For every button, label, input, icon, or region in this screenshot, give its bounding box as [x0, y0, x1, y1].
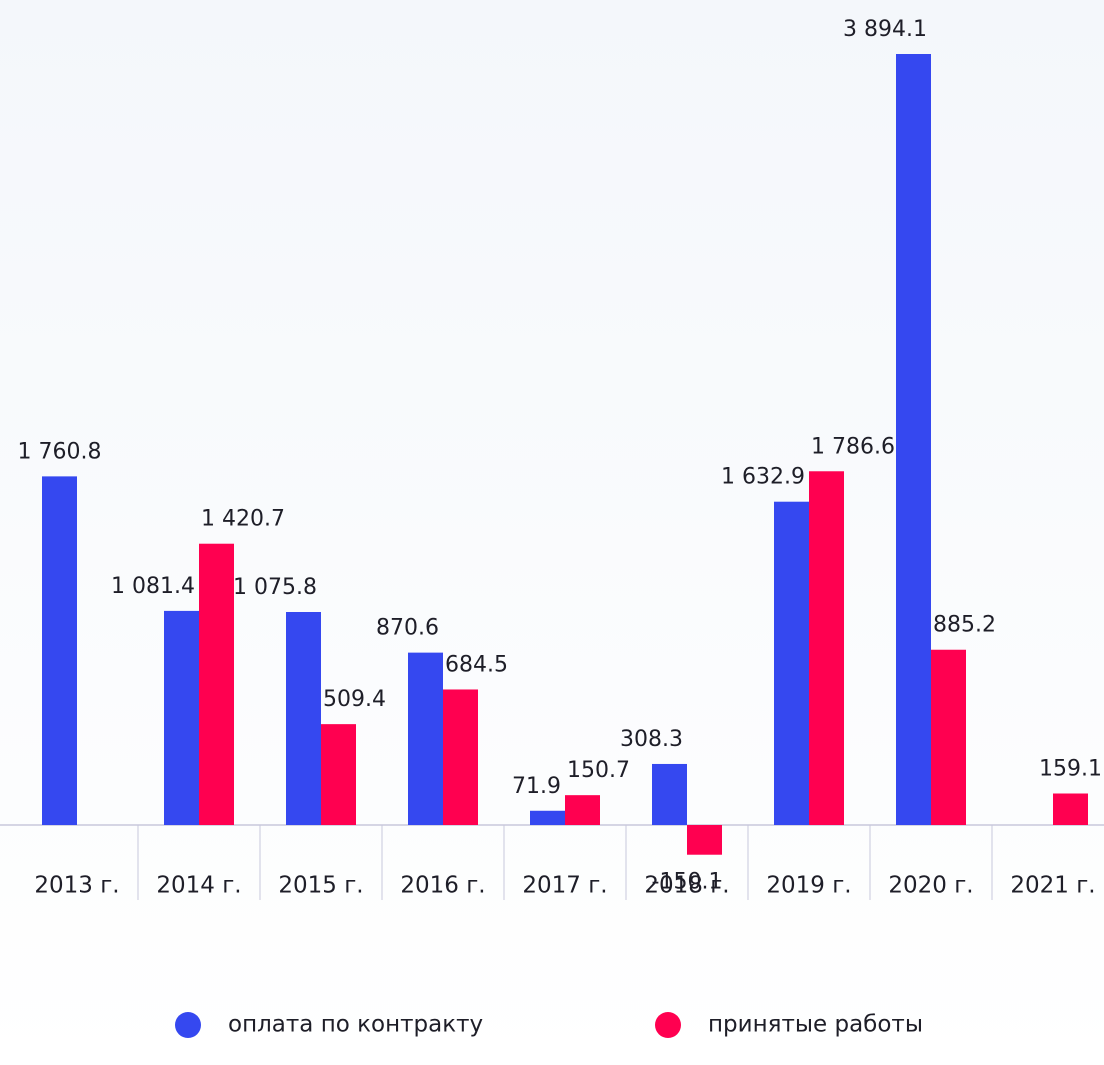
bar — [774, 501, 809, 825]
x-tick-label: 2015 г. — [278, 873, 363, 899]
x-tick-label: 2014 г. — [156, 873, 241, 899]
x-tick-label: 2018 г. — [644, 873, 729, 899]
bar — [809, 471, 844, 825]
x-tick-label: 2017 г. — [522, 873, 607, 899]
bar — [931, 649, 966, 825]
bar — [1053, 793, 1088, 825]
bar — [408, 652, 443, 825]
bar — [896, 54, 931, 825]
value-label: 1 081.4 — [111, 574, 195, 599]
value-label: 870.6 — [376, 616, 439, 641]
value-label: 684.5 — [445, 652, 508, 677]
value-label: -150.1 — [652, 870, 723, 895]
bar — [286, 612, 321, 825]
value-label: 150.7 — [567, 758, 630, 783]
value-label: 885.2 — [933, 613, 996, 638]
value-label: 3 894.1 — [843, 17, 927, 42]
value-label: 71.9 — [512, 774, 561, 799]
bar — [565, 795, 600, 825]
value-label: 1 760.8 — [18, 439, 102, 464]
bar — [443, 689, 478, 825]
legend-label: оплата по контракту — [228, 1012, 483, 1038]
value-label: 308.3 — [620, 727, 683, 752]
x-tick-label: 2013 г. — [34, 873, 119, 899]
x-tick-label: 2019 г. — [766, 873, 851, 899]
value-label: 509.4 — [323, 687, 386, 712]
x-tick-label: 2016 г. — [400, 873, 485, 899]
value-label: 1 420.7 — [201, 507, 285, 532]
bar — [530, 810, 565, 825]
value-label: 1 786.6 — [811, 434, 895, 459]
bar — [164, 610, 199, 825]
bar — [42, 476, 77, 825]
bar — [321, 724, 356, 825]
bar — [687, 825, 722, 855]
bar — [652, 763, 687, 825]
legend-swatch — [655, 1012, 681, 1038]
bar — [199, 543, 234, 825]
x-tick-label: 2020 г. — [888, 873, 973, 899]
value-label: 1 632.9 — [721, 465, 805, 490]
value-label: 159.1 — [1039, 756, 1102, 781]
x-tick-label: 2021 г. — [1010, 873, 1095, 899]
legend-swatch — [175, 1012, 201, 1038]
legend-label: принятые работы — [708, 1012, 923, 1038]
value-label: 1 075.8 — [233, 575, 317, 600]
